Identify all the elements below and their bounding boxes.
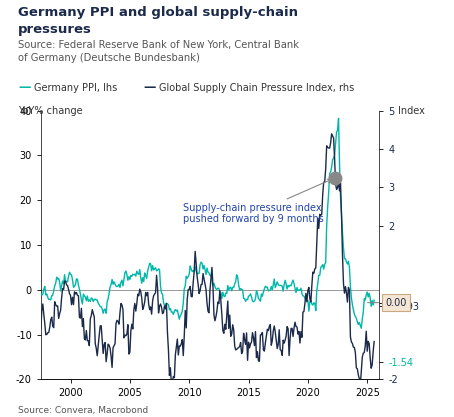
Text: Supply-chain pressure index
pushed forward by 9 months: Supply-chain pressure index pushed forwa… — [183, 179, 331, 224]
Text: Source: Convera, Macrobond: Source: Convera, Macrobond — [18, 406, 148, 415]
Text: Germany PPI, lhs: Germany PPI, lhs — [34, 83, 117, 93]
Text: —: — — [18, 81, 30, 94]
Text: Germany PPI and global supply-chain: Germany PPI and global supply-chain — [18, 6, 298, 19]
Text: YoY% change: YoY% change — [18, 106, 83, 116]
Text: Source: Federal Reserve Bank of New York, Central Bank
of Germany (Deutsche Bund: Source: Federal Reserve Bank of New York… — [18, 40, 299, 63]
Text: —: — — [143, 81, 155, 94]
Text: Index: Index — [398, 106, 424, 116]
Text: Global Supply Chain Pressure Index, rhs: Global Supply Chain Pressure Index, rhs — [159, 83, 354, 93]
Text: pressures: pressures — [18, 23, 92, 36]
Text: 0.00: 0.00 — [368, 298, 406, 308]
